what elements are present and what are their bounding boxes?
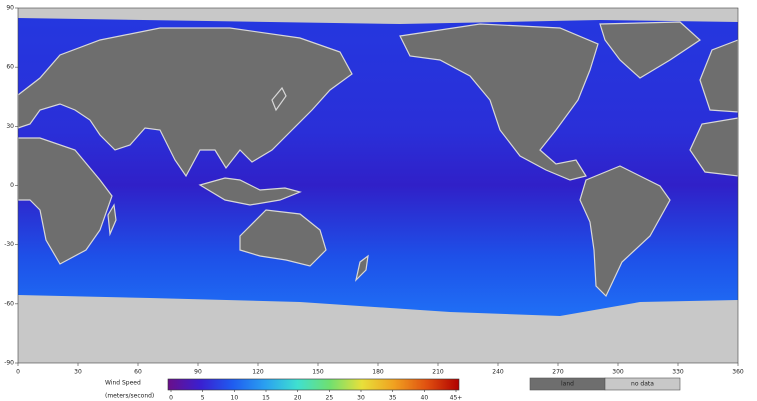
- y-tick-label: -30: [4, 241, 14, 248]
- arctic-no-data: [18, 8, 738, 24]
- colorbar-tick-label: 20: [294, 395, 302, 401]
- map: [17, 8, 739, 363]
- colorbar-title: Wind Speed: [105, 380, 141, 387]
- colorbar-units: (meters/second): [105, 393, 154, 400]
- colorbar-tick-label: 15: [262, 395, 270, 401]
- y-tick-label: 0: [10, 182, 14, 189]
- south-america: [579, 165, 671, 298]
- y-tick-label: 30: [6, 123, 14, 130]
- colorbar-tick-label: 30: [357, 395, 365, 401]
- eurasia: [17, 27, 353, 178]
- x-tick-label: 180: [372, 369, 384, 376]
- indonesia: [198, 177, 302, 206]
- x-tick-label: 270: [552, 369, 564, 376]
- x-tick-label: 240: [492, 369, 504, 376]
- colorbar-tick-label: 0: [169, 395, 173, 401]
- colorbar-tick-label: 45+: [450, 395, 463, 401]
- x-tick-label: 30: [74, 369, 82, 376]
- y-tick-label: -60: [4, 300, 14, 307]
- x-tick-label: 150: [312, 369, 324, 376]
- y-tick-label: 60: [6, 64, 14, 71]
- x-tick-label: 360: [732, 369, 744, 376]
- madagascar: [107, 203, 117, 237]
- japan: [271, 86, 287, 112]
- greenland: [599, 21, 701, 79]
- new-zealand: [354, 254, 369, 282]
- x-tick-label: 210: [432, 369, 444, 376]
- x-tick-label: 120: [252, 369, 264, 376]
- colorbar-tick-label: 40: [421, 395, 429, 401]
- x-tick-label: 90: [194, 369, 202, 376]
- y-tick-label: 90: [6, 5, 14, 12]
- colorbar-tick-label: 10: [231, 395, 239, 401]
- x-tick-label: 0: [16, 369, 20, 376]
- legend: land no data: [529, 377, 681, 391]
- colorbar-tick-label: 35: [389, 395, 397, 401]
- colorbar-tick-label: 5: [201, 395, 205, 401]
- colorbar-scale: [167, 378, 460, 391]
- australia: [239, 209, 327, 267]
- legend-label: no data: [631, 381, 654, 388]
- x-tick-label: 60: [134, 369, 142, 376]
- north-america: [399, 23, 599, 181]
- legend-label: land: [561, 381, 574, 388]
- y-tick-label: -90: [4, 360, 14, 367]
- antarctic-no-data: [18, 295, 738, 363]
- colorbar: Wind Speed (meters/second) 0 5 10 15 20 25 30 3…: [105, 378, 463, 401]
- x-tick-label: 300: [612, 369, 624, 376]
- x-tick-label: 330: [672, 369, 684, 376]
- axes: 0 30 60 90 120 150 180 210 240 270 300 330 360906030…: [4, 5, 744, 376]
- colorbar-tick-label: 25: [326, 395, 334, 401]
- africa: [17, 137, 113, 265]
- legend-swatch: [604, 377, 681, 391]
